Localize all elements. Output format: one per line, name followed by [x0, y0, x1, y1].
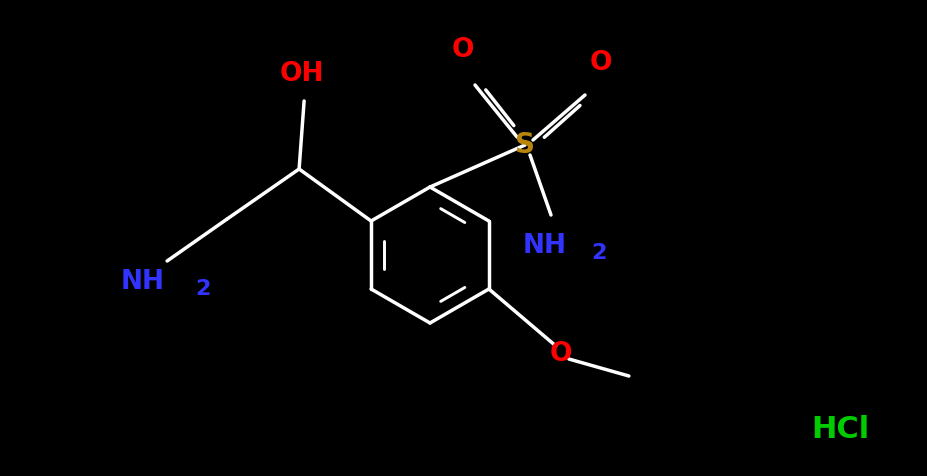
Text: O: O [451, 37, 474, 63]
Text: 2: 2 [195, 279, 210, 299]
Text: S: S [514, 131, 535, 159]
Text: O: O [549, 341, 572, 367]
Text: NH: NH [121, 269, 165, 295]
Text: HCl: HCl [810, 416, 869, 445]
Text: OH: OH [280, 61, 324, 87]
Text: NH: NH [523, 233, 566, 259]
Text: O: O [590, 50, 612, 76]
Text: 2: 2 [590, 243, 605, 263]
